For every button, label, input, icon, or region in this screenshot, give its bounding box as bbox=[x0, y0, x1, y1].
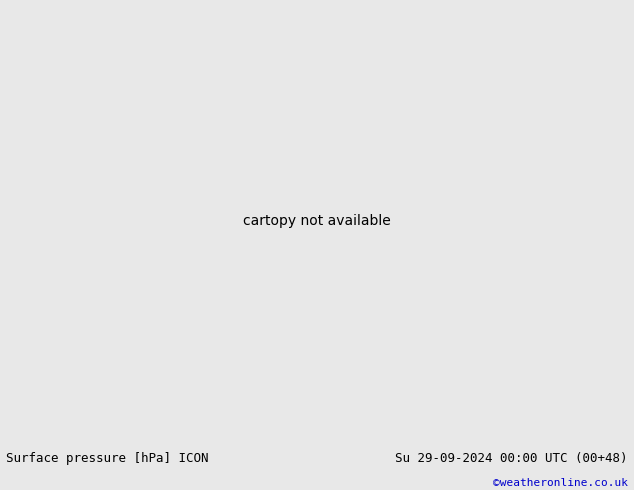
Text: Su 29-09-2024 00:00 UTC (00+48): Su 29-09-2024 00:00 UTC (00+48) bbox=[395, 452, 628, 465]
Text: cartopy not available: cartopy not available bbox=[243, 214, 391, 227]
Text: ©weatheronline.co.uk: ©weatheronline.co.uk bbox=[493, 478, 628, 488]
Text: Surface pressure [hPa] ICON: Surface pressure [hPa] ICON bbox=[6, 452, 209, 465]
